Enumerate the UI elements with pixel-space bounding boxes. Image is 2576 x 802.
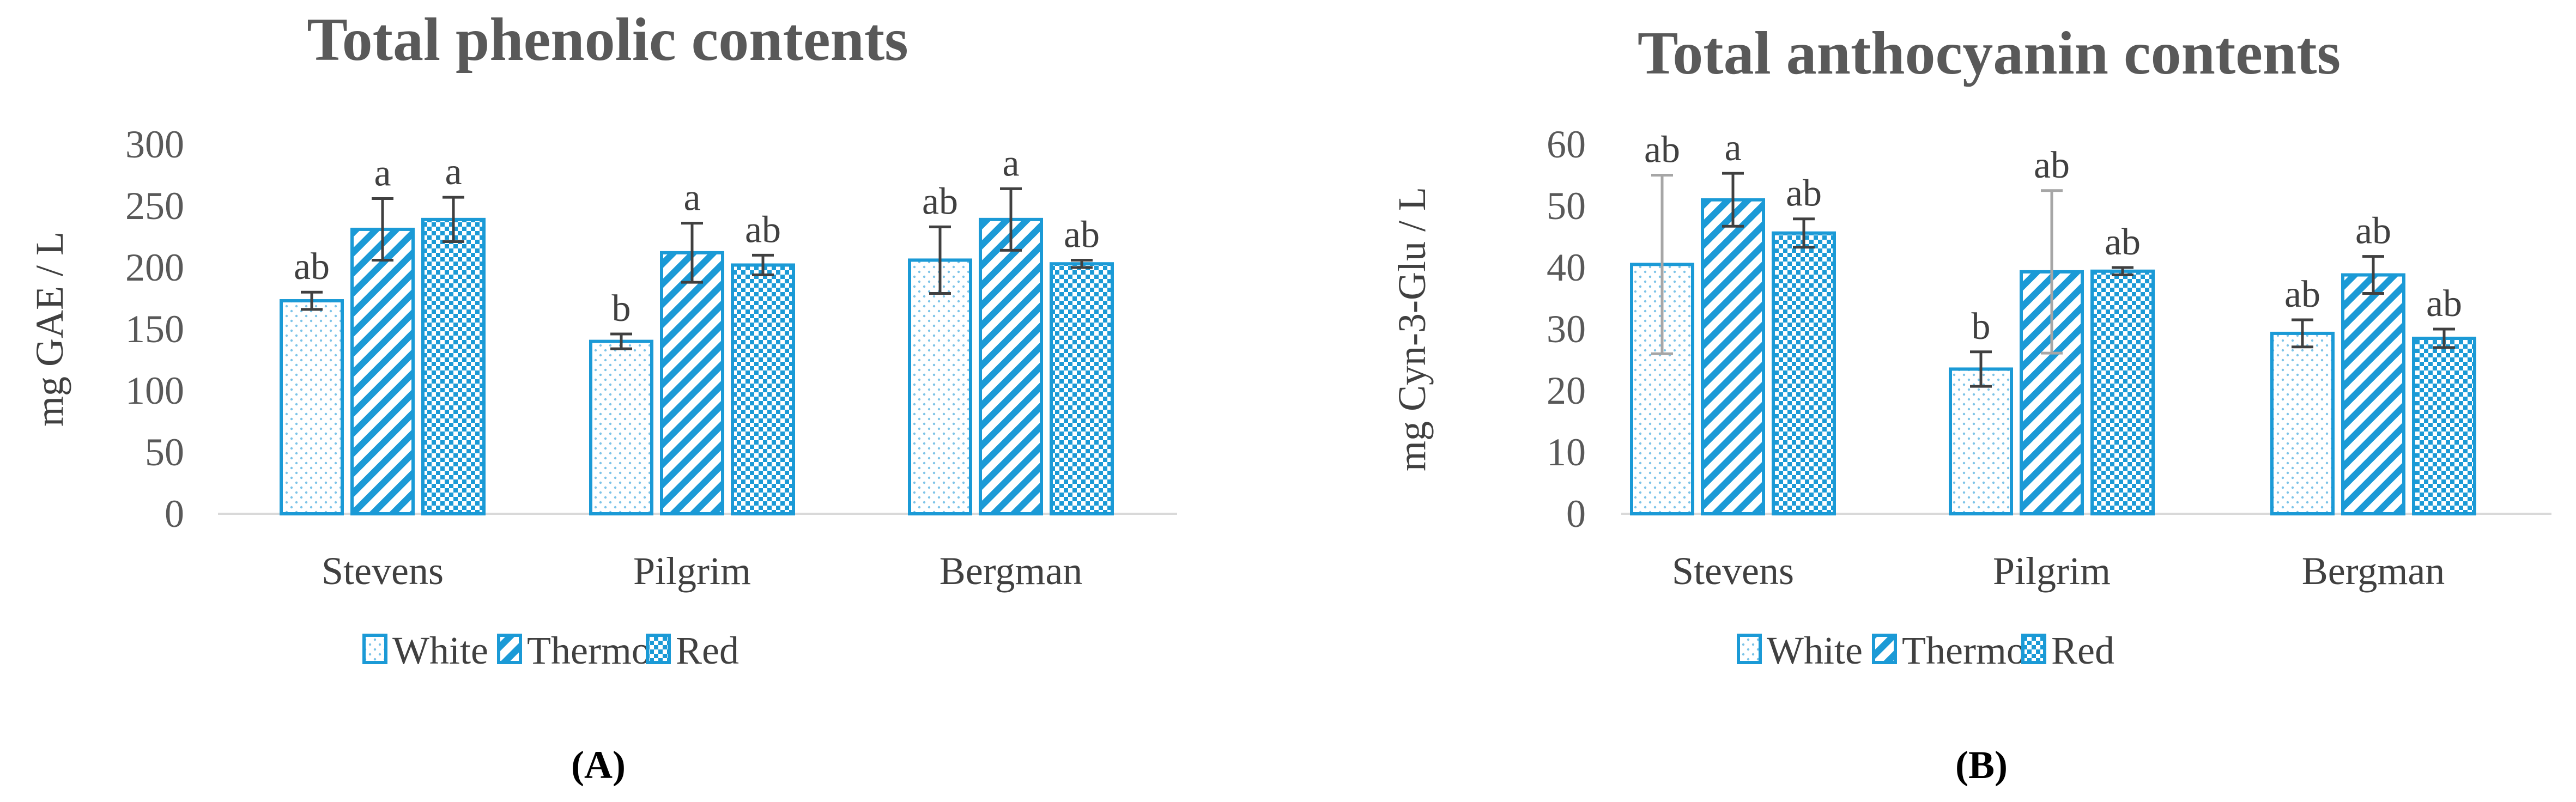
bar-white bbox=[589, 339, 653, 515]
y-tick-label: 20 bbox=[1547, 369, 1586, 412]
y-axis-label: mg Cyn-3-Glu / L bbox=[1390, 187, 1434, 471]
y-tick-label: 0 bbox=[165, 492, 184, 536]
bar-thermo bbox=[2341, 273, 2405, 515]
significance-label: ab bbox=[2426, 283, 2462, 325]
legend-label-white: White bbox=[392, 629, 488, 672]
legend-swatch-white bbox=[1737, 634, 1762, 664]
significance-label: a bbox=[445, 151, 462, 193]
bar-thermo bbox=[979, 217, 1043, 515]
bar-thermo bbox=[660, 251, 724, 515]
significance-label: ab bbox=[1786, 173, 1822, 215]
significance-label: a bbox=[683, 177, 700, 219]
y-tick-label: 0 bbox=[1566, 492, 1586, 536]
significance-label: ab bbox=[294, 246, 330, 288]
significance-label: ab bbox=[1644, 129, 1680, 171]
panel-label: (A) bbox=[571, 743, 626, 787]
y-tick-label: 200 bbox=[125, 246, 184, 289]
y-tick-label: 40 bbox=[1547, 246, 1586, 289]
y-tick-label: 10 bbox=[1547, 430, 1586, 474]
bar-red bbox=[1050, 262, 1114, 515]
category-label: Bergman bbox=[2302, 549, 2445, 593]
bar-red bbox=[2090, 269, 2155, 515]
legend-swatch-red bbox=[646, 634, 671, 664]
significance-label: a bbox=[1002, 142, 1019, 184]
significance-label: ab bbox=[2105, 221, 2141, 263]
significance-label: ab bbox=[745, 209, 781, 251]
bar-white bbox=[280, 299, 344, 516]
chart-panel-b: Total anthocyanin contents mg Cyn-3-Glu /… bbox=[1390, 20, 2551, 787]
significance-label: b bbox=[1972, 306, 1991, 348]
bar-white bbox=[2270, 331, 2335, 515]
significance-label: ab bbox=[2355, 210, 2391, 252]
significance-label: a bbox=[1724, 127, 1741, 169]
chart-panel-a: Total phenolic contents mg GAE / L 0 50 100 1… bbox=[28, 6, 1177, 787]
y-tick-label: 50 bbox=[1547, 184, 1586, 228]
bar-red bbox=[2412, 336, 2476, 515]
y-tick-label: 30 bbox=[1547, 307, 1586, 351]
category-label: Pilgrim bbox=[1993, 549, 2111, 593]
bar-white bbox=[908, 258, 972, 515]
legend-label-white: White bbox=[1767, 629, 1863, 672]
bar-red bbox=[421, 217, 486, 515]
bar-red bbox=[1772, 231, 1836, 516]
legend-swatch-thermo bbox=[497, 634, 522, 664]
y-tick-label: 150 bbox=[125, 307, 184, 351]
bar-white bbox=[1949, 367, 2013, 515]
significance-label: b bbox=[612, 288, 631, 330]
bar-thermo bbox=[1701, 198, 1765, 515]
y-tick-label: 300 bbox=[125, 123, 184, 166]
category-label: Stevens bbox=[322, 549, 444, 593]
bar-red bbox=[731, 263, 795, 515]
category-label: Pilgrim bbox=[633, 549, 751, 593]
legend-swatch-red bbox=[2021, 634, 2046, 664]
panel-label: (B) bbox=[1955, 743, 2008, 787]
legend-label-red: Red bbox=[676, 629, 739, 672]
category-label: Stevens bbox=[1672, 549, 1794, 593]
legend-label-thermo: Thermo bbox=[1902, 629, 2026, 672]
significance-label: ab bbox=[1064, 214, 1100, 256]
y-tick-label: 60 bbox=[1547, 123, 1586, 166]
significance-label: ab bbox=[922, 180, 958, 222]
y-tick-label: 50 bbox=[145, 430, 184, 474]
category-label: Bergman bbox=[940, 549, 1083, 593]
bar-thermo bbox=[350, 227, 415, 515]
significance-label: ab bbox=[2284, 274, 2320, 315]
significance-label: ab bbox=[2034, 144, 2070, 186]
significance-label: a bbox=[374, 152, 391, 194]
y-tick-label: 250 bbox=[125, 184, 184, 228]
y-tick-label: 100 bbox=[125, 369, 184, 412]
legend-label-thermo: Thermo bbox=[527, 629, 651, 672]
chart-title: Total phenolic contents bbox=[307, 6, 908, 74]
chart-title: Total anthocyanin contents bbox=[1638, 20, 2341, 87]
legend-swatch-white bbox=[362, 634, 387, 664]
y-axis-label: mg GAE / L bbox=[28, 232, 71, 427]
legend-label-red: Red bbox=[2051, 629, 2114, 672]
legend-swatch-thermo bbox=[1872, 634, 1897, 664]
